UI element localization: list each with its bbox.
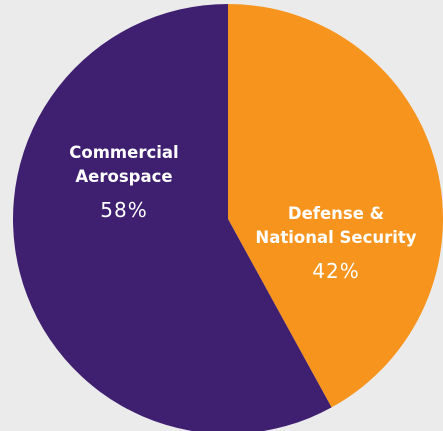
slice-label-commercial-aerospace-line1: Commercial [69, 143, 178, 162]
pie-slice-commercial-aerospace [13, 4, 332, 431]
pie-slice-defense-national-security [228, 4, 443, 408]
slice-label-defense-national-security-line1: Defense & [288, 204, 384, 223]
slice-label-defense-national-security-line2: National Security [255, 228, 416, 247]
slice-value-commercial-aerospace: 58% [100, 198, 147, 222]
pie-slices [13, 4, 443, 431]
slice-value-defense-national-security: 42% [312, 259, 359, 283]
slice-label-commercial-aerospace-line2: Aerospace [75, 167, 172, 186]
